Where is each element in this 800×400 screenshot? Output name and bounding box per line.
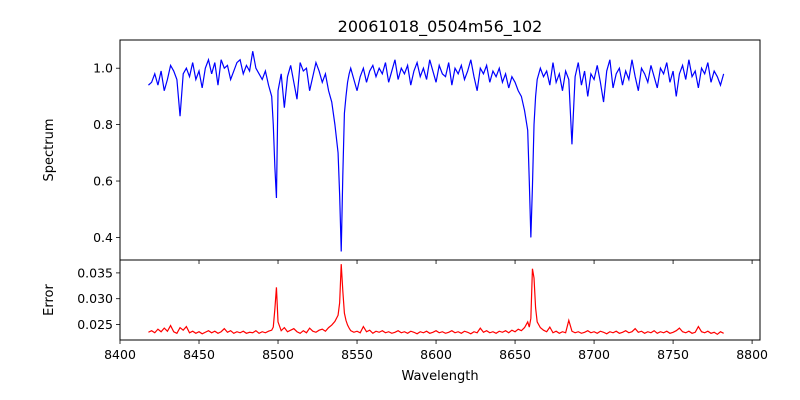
spectrum-x-ticks <box>119 260 753 264</box>
spectrum-y-tick-label: 0.6 <box>93 174 113 189</box>
spectrum-y-ticks: 0.4 0.6 0.8 1.0 <box>93 61 120 245</box>
error-x-tick-label: 8700 <box>578 347 610 362</box>
error-axes-frame <box>119 259 761 341</box>
error-y-tick-label: 0.025 <box>77 317 113 332</box>
spectrum-series-line <box>148 51 725 252</box>
x-axis-label: Wavelength <box>401 369 478 384</box>
chart-title: 20061018_0504m56_102 <box>338 17 543 37</box>
error-x-tick-label: 8500 <box>262 347 294 362</box>
error-y-tick-label: 0.030 <box>77 291 113 306</box>
error-y-axis-label: Error <box>42 284 57 316</box>
error-series-line <box>148 264 724 336</box>
error-x-tick-label: 8400 <box>104 347 136 362</box>
error-x-tick-label: 8650 <box>499 347 531 362</box>
error-x-tick-label: 8750 <box>657 347 689 362</box>
spectrum-y-tick-label: 0.4 <box>93 230 113 245</box>
error-y-tick-label: 0.035 <box>77 265 113 280</box>
spectrum-y-tick-label: 1.0 <box>93 61 113 76</box>
error-x-tick-label: 8450 <box>183 347 215 362</box>
spectrum-y-axis-label: Spectrum <box>42 119 57 182</box>
error-x-tick-label: 8550 <box>341 347 373 362</box>
error-x-tick-label: 8800 <box>736 347 768 362</box>
error-y-ticks: 0.025 0.030 0.035 <box>77 265 120 332</box>
spectrum-y-tick-label: 0.8 <box>93 117 113 132</box>
error-x-ticks: 8400 8450 8500 8550 8600 8650 8700 8750 8800 <box>104 340 768 362</box>
error-x-tick-label: 8600 <box>420 347 452 362</box>
